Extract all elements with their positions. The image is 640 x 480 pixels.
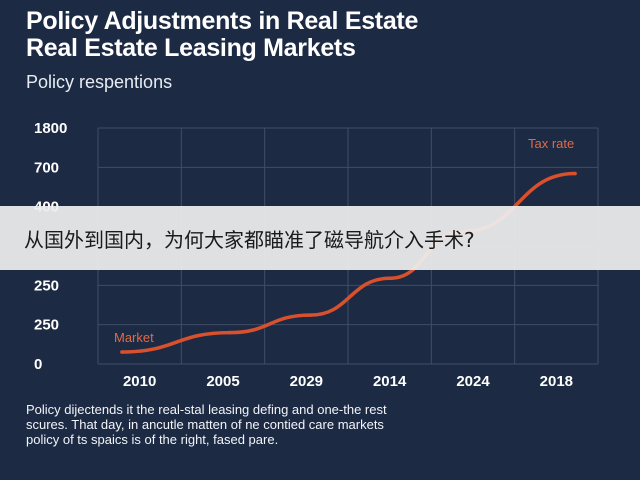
- chart-subtitle: Policy respentions: [26, 72, 173, 92]
- overlay-banner: 从国外到国内，为何大家都瞄准了磁导航介入手术?: [0, 206, 640, 270]
- x-tick-label: 2010: [123, 373, 156, 390]
- chart-title: Policy Adjustments in Real Estate Real E…: [26, 8, 626, 62]
- caption-line-3: policy of ts spaics is of the right, fas…: [26, 432, 279, 447]
- caption-line-1: Policy dijectends it the real-stal leasi…: [26, 402, 387, 417]
- x-tick-label: 2005: [206, 373, 239, 390]
- x-tick-label: 2024: [456, 373, 490, 390]
- data-point: [573, 171, 577, 176]
- x-tick-label: 2029: [290, 373, 323, 390]
- overlay-banner-text: 从国外到国内，为何大家都瞄准了磁导航介入手术?: [24, 227, 475, 252]
- annotation-start-label: Market: [114, 330, 154, 345]
- data-point: [228, 330, 232, 335]
- y-tick-label: 0: [34, 356, 42, 373]
- annotation-end-label: Tax rate: [528, 136, 574, 151]
- data-point: [308, 313, 312, 317]
- data-point: [388, 276, 392, 281]
- caption-line-2: scures. That day, in ancutle matten of n…: [26, 417, 384, 432]
- chart-caption: Policy dijectends it the real-stal leasi…: [26, 402, 606, 447]
- x-tick-label: 2018: [540, 373, 573, 390]
- chart-title-line-2: Real Estate Leasing Markets: [26, 34, 356, 62]
- y-tick-label: 250: [34, 317, 59, 334]
- chart-title-line-1: Policy Adjustments in Real Estate: [26, 7, 419, 35]
- y-tick-label: 250: [34, 277, 59, 294]
- y-tick-label: 1800: [34, 120, 67, 137]
- x-tick-label: 2014: [373, 373, 407, 390]
- y-tick-label: 700: [34, 159, 59, 176]
- data-point: [120, 350, 124, 354]
